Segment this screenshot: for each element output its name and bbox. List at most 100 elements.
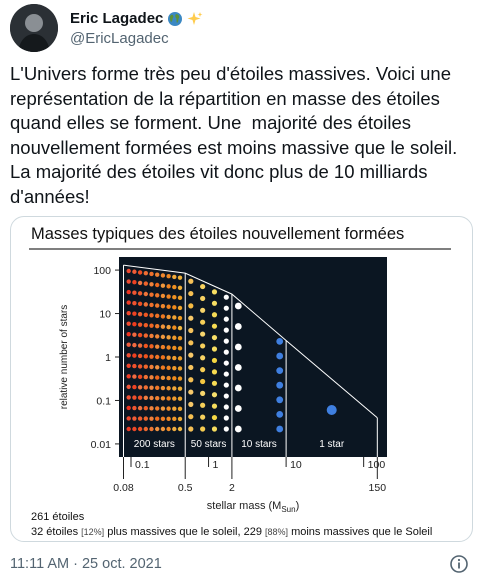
bin-label: 200 stars	[134, 439, 175, 450]
star-dot	[137, 416, 143, 421]
star-dot	[149, 302, 154, 308]
star-dot	[155, 395, 160, 401]
star-dot	[234, 343, 242, 351]
star-dot	[149, 282, 154, 287]
star-dot	[172, 295, 177, 300]
star-dot	[143, 354, 149, 359]
star-dot	[276, 396, 284, 404]
star-dot	[188, 352, 194, 358]
star-dot	[211, 346, 218, 352]
sparkles-icon	[187, 11, 203, 25]
star-dot	[276, 425, 284, 433]
star-dot	[211, 312, 218, 318]
star-dot	[276, 352, 284, 360]
star-dot	[211, 414, 218, 421]
star-dot	[177, 285, 183, 290]
star-dot	[160, 416, 166, 421]
star-dot	[200, 414, 206, 420]
star-dot	[149, 416, 154, 421]
mass-distribution-figure: Masses typiques des étoiles nouvellement…	[29, 225, 451, 538]
star-dot	[137, 343, 143, 348]
star-dot	[276, 411, 284, 418]
star-dot	[188, 377, 194, 383]
star-dot	[126, 405, 131, 411]
star-dot	[132, 311, 137, 316]
star-dot	[126, 353, 131, 358]
handle[interactable]: @EricLagadec	[70, 30, 169, 47]
star-dot	[160, 385, 166, 391]
star-dot	[166, 396, 171, 401]
star-dot	[155, 313, 160, 319]
star-dot	[211, 357, 218, 364]
star-dot	[166, 294, 171, 299]
star-dot	[126, 279, 131, 284]
star-dot	[143, 291, 149, 297]
star-dot	[200, 295, 206, 302]
star-dot	[234, 384, 242, 392]
star-dot	[143, 395, 149, 401]
star-dot	[188, 290, 194, 297]
star-dot	[137, 353, 143, 359]
display-name[interactable]: Eric Lagadec	[70, 10, 164, 27]
avatar[interactable]	[10, 4, 58, 52]
star-dot	[177, 336, 183, 341]
star-dot	[137, 312, 143, 317]
star-dot	[172, 386, 177, 391]
y-tick-label: 100	[93, 265, 111, 277]
star-dot	[137, 280, 143, 286]
timestamp[interactable]: 11:11 AM · 25 oct. 2021	[10, 556, 162, 572]
star-dot	[149, 333, 154, 339]
star-dot	[223, 393, 229, 399]
star-dot	[160, 375, 166, 381]
star-dot	[200, 367, 206, 373]
star-dot	[143, 302, 149, 307]
star-dot	[172, 416, 177, 422]
summary-line: 32 étoiles [12%] plus massives que le so…	[31, 526, 432, 538]
y-tick-label: 1	[105, 352, 111, 364]
star-dot	[155, 375, 160, 380]
star-dot	[132, 280, 137, 285]
star-dot	[160, 273, 166, 278]
star-dot	[177, 305, 183, 311]
star-dot	[143, 322, 149, 328]
total-stars-label: 261 étoiles	[31, 511, 85, 523]
chart: relative number of stars stellar mass (M…	[59, 257, 387, 514]
star-dot	[166, 273, 171, 279]
summary-part3: 229	[244, 526, 262, 538]
figure-title: Masses typiques des étoiles nouvellement…	[31, 225, 404, 243]
summary-part4: moins massives que le Soleil	[288, 526, 432, 538]
bin-label: 50 stars	[191, 439, 227, 450]
x-axis-label-sub: Sun	[281, 505, 295, 514]
star-dot	[177, 275, 183, 280]
star-dot	[177, 346, 183, 351]
star-dot	[126, 289, 131, 295]
bin-label: 1 star	[319, 439, 345, 450]
star-dot	[132, 342, 137, 348]
star-dot	[143, 374, 149, 380]
star-dot	[177, 396, 183, 401]
star-dot	[149, 344, 154, 349]
summary-part2: plus massives que le soleil,	[104, 526, 243, 538]
star-dot	[223, 338, 229, 344]
star-dot	[177, 356, 183, 361]
star-dot	[172, 315, 177, 320]
star-dot	[143, 281, 149, 286]
star-dot	[188, 426, 194, 432]
star-dot	[172, 426, 177, 432]
star-dot	[149, 354, 154, 359]
star-dot	[143, 312, 149, 317]
star-dot	[276, 338, 284, 345]
star-dot	[137, 291, 143, 296]
info-icon[interactable]	[449, 554, 469, 574]
y-tick-label: 10	[99, 309, 111, 321]
star-dot	[155, 334, 160, 339]
globe-icon	[168, 11, 183, 26]
tweet-image[interactable]: Masses typiques des étoiles nouvellement…	[10, 216, 473, 542]
star-dot	[276, 381, 284, 389]
star-dot	[155, 365, 160, 370]
star-dot	[149, 375, 154, 380]
star-dot	[200, 390, 206, 396]
star-dot	[132, 300, 137, 306]
star-dot	[132, 416, 137, 421]
star-dot	[234, 425, 242, 433]
